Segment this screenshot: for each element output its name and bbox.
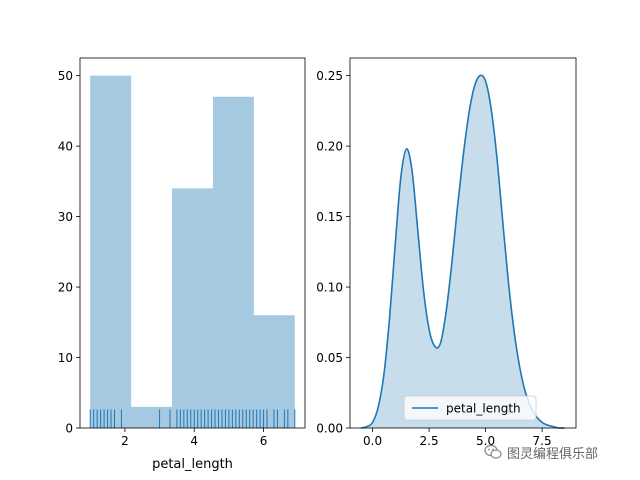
- histogram-bar: [172, 188, 213, 428]
- kde-area: [361, 75, 565, 429]
- y-tick-label: 30: [58, 210, 73, 224]
- y-tick-label: 40: [58, 140, 73, 154]
- histogram-bar: [212, 96, 254, 428]
- x-tick-label: 6: [260, 434, 268, 448]
- y-tick-label: 0.10: [316, 281, 343, 295]
- y-tick-label: 0.00: [316, 422, 343, 436]
- legend: petal_length: [403, 395, 537, 421]
- histogram-bar: [90, 75, 132, 428]
- axes-frame: [79, 57, 306, 429]
- y-tick-label: 50: [58, 69, 73, 83]
- x-tick-label: 0.0: [363, 434, 382, 448]
- histogram-bar: [131, 406, 173, 428]
- kde-panel: 0.0 2.5 5.0 7.5 0.00 0.05 0.10 0.15 0.20 0.25 peta…: [316, 57, 577, 448]
- x-tick-label: 5.0: [476, 434, 495, 448]
- x-tick-label: 2: [121, 434, 129, 448]
- watermark: 图灵编程俱乐部: [484, 443, 599, 462]
- axes-frame: [349, 57, 577, 429]
- x-axis-label: petal_length: [152, 457, 233, 472]
- x-tick-label: 2.5: [420, 434, 439, 448]
- x-tick-label: 7.5: [533, 434, 552, 448]
- histogram-panel: 2 4 6 0 10 20 30 40 50 petal_length: [58, 57, 306, 472]
- wechat-icon: [484, 444, 502, 459]
- histogram-bar: [253, 315, 295, 428]
- y-tick-label: 0: [65, 422, 73, 436]
- x-tick-label: 4: [190, 434, 198, 448]
- y-tick-label: 0.25: [316, 69, 343, 83]
- legend-box: [403, 395, 537, 421]
- y-tick-label: 10: [58, 351, 73, 365]
- watermark-text: 图灵编程俱乐部: [507, 446, 599, 462]
- y-tick-label: 0.05: [316, 351, 343, 365]
- y-tick-label: 0.20: [316, 140, 343, 154]
- legend-label: petal_length: [446, 402, 521, 416]
- y-tick-label: 0.15: [316, 210, 343, 224]
- y-tick-label: 20: [58, 281, 73, 295]
